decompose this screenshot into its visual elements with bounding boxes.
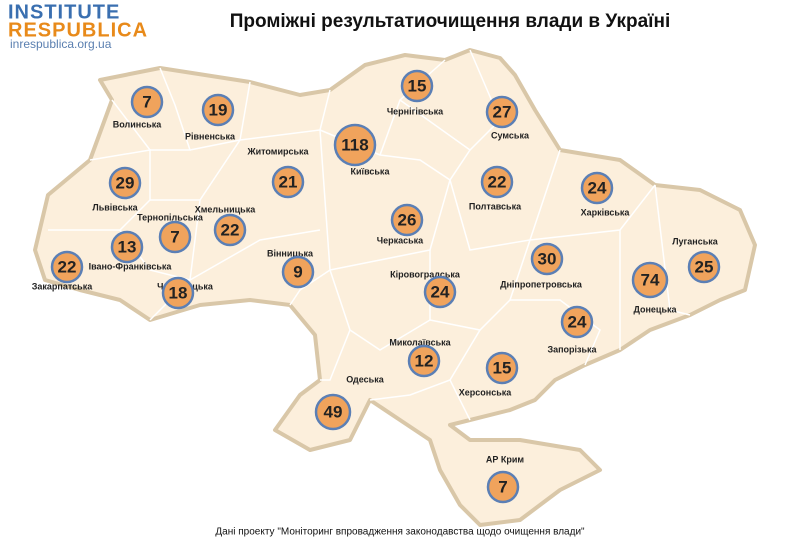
region-name: Вінницька (267, 248, 314, 258)
region-name: Київська (351, 166, 391, 176)
region-value: 26 (398, 210, 417, 229)
region-marker (130, 85, 164, 119)
region-marker (485, 351, 519, 385)
region-name: Херсонська (459, 387, 512, 397)
logo-top: INSTITUTE (8, 1, 120, 23)
region-value: 7 (170, 227, 179, 246)
region-marker (50, 250, 84, 284)
region-value: 29 (116, 173, 135, 192)
region-value: 22 (58, 257, 77, 276)
logo-bottom: RESPUBLICA (8, 19, 148, 41)
region-marker (158, 220, 192, 254)
region-marker (530, 242, 564, 276)
region-name: АР Крим (486, 454, 525, 464)
region-name: Одеська (346, 374, 384, 384)
region-value: 9 (293, 262, 302, 281)
region-name: Харківська (581, 207, 631, 217)
region-name: Тернопільська (137, 212, 204, 222)
region-value: 27 (493, 102, 512, 121)
region-marker (281, 255, 315, 289)
region-name: Волинська (113, 119, 163, 129)
region-marker (400, 69, 434, 103)
region-marker (485, 95, 519, 129)
region-name: Запорізька (547, 344, 597, 354)
region-name: Рівненська (185, 131, 236, 141)
region-value: 7 (142, 92, 151, 111)
region-value: 24 (568, 312, 587, 331)
region-marker (580, 171, 614, 205)
region-value: 24 (588, 178, 607, 197)
region-value: 74 (641, 270, 660, 289)
region-name: Миколаївська (389, 337, 451, 347)
region-value: 25 (695, 257, 714, 276)
region-value: 18 (169, 283, 188, 302)
footer-note: Дані проекту "Моніторинг впровадження за… (215, 527, 585, 538)
region-marker (631, 261, 669, 299)
region-name: Дніпропетровська (500, 279, 583, 289)
region-marker (486, 470, 520, 504)
region-marker (161, 276, 195, 310)
region-name: Кіровоградська (390, 269, 461, 279)
region-value: 7 (498, 477, 507, 496)
region-marker (333, 123, 377, 167)
region-marker (201, 93, 235, 127)
region-marker (110, 230, 144, 264)
region-value: 12 (415, 351, 434, 370)
region-marker (213, 213, 247, 247)
region-name: Закарпатська (32, 281, 93, 291)
region-value: 21 (279, 172, 298, 191)
region-marker (314, 393, 352, 431)
region-name: Донецька (633, 304, 677, 314)
region-value: 15 (408, 76, 427, 95)
region-value: 13 (118, 237, 137, 256)
region-marker (423, 275, 457, 309)
region-marker (390, 203, 424, 237)
region-name: Чернігівська (387, 106, 444, 116)
region-name: Хмельницька (195, 204, 256, 214)
region-marker (407, 344, 441, 378)
region-value: 118 (341, 135, 368, 154)
region-value: 19 (209, 100, 228, 119)
region-name: Львівська (92, 202, 138, 212)
region-name: Житомирська (246, 146, 309, 156)
region-name: Луганська (672, 236, 719, 246)
region-marker (687, 250, 721, 284)
region-value: 49 (324, 402, 343, 421)
logo-url: inrespublica.org.ua (10, 37, 112, 51)
region-value: 22 (221, 220, 240, 239)
region-name: Полтавська (469, 201, 522, 211)
title: Проміжні результатиочищення влади в Укра… (230, 11, 671, 32)
region-marker (271, 165, 305, 199)
region-name: Сумська (491, 130, 530, 140)
region-value: 30 (538, 249, 557, 268)
region-value: 15 (493, 358, 512, 377)
region-marker (560, 305, 594, 339)
region-marker (480, 165, 514, 199)
regions: Волинська 7 Рівненська 19 Житомирська 21 Київс… (32, 69, 721, 504)
region-value: 22 (488, 172, 507, 191)
region-marker (108, 166, 142, 200)
region-name: Івано-Франківська (89, 261, 173, 271)
region-name: Черкаська (377, 235, 424, 245)
region-value: 24 (431, 282, 450, 301)
